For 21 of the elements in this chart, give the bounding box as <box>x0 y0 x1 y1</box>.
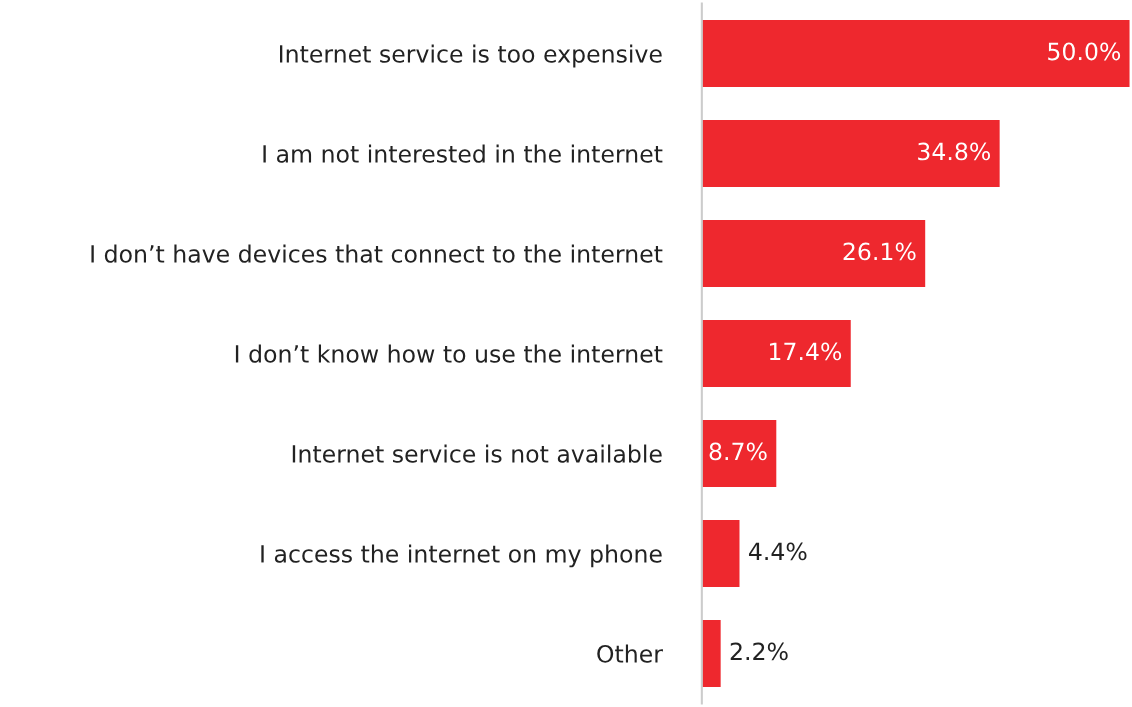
bar <box>701 20 1130 88</box>
data-label: 8.7% <box>709 442 767 461</box>
y-tick-label: I don’t have devices that connect to the internet <box>91 244 663 263</box>
bar <box>701 320 851 387</box>
bar <box>701 619 721 687</box>
y-tick-label: I don’t know how to use the internet <box>235 344 663 363</box>
data-label: 4.4% <box>748 542 807 561</box>
y-tick-label: I am not interested in the internet <box>263 144 663 163</box>
bar <box>701 419 777 487</box>
bar <box>701 519 740 587</box>
y-tick-label: Other <box>597 644 663 663</box>
y-tick-label: Internet service is not available <box>292 444 662 463</box>
bar <box>701 220 926 288</box>
data-label: 17.4% <box>770 342 842 361</box>
bar <box>701 120 1000 188</box>
data-label: 34.8% <box>918 142 991 161</box>
data-label: 2.2% <box>730 642 788 661</box>
data-label: 26.1% <box>843 242 916 261</box>
data-label: 50.0% <box>1048 42 1121 61</box>
y-tick-label: I access the internet on my phone <box>261 544 662 568</box>
y-tick-label: Internet service is too expensive <box>279 44 662 68</box>
